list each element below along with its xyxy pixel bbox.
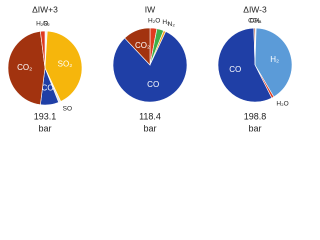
pie-slice	[217, 27, 273, 103]
slice-label: H₂O	[276, 101, 288, 108]
slice-label: CH₄	[250, 17, 262, 24]
slice-label: H₂	[270, 55, 279, 64]
slice-label: CO	[147, 80, 159, 89]
slice-label: CO₂	[17, 63, 32, 72]
slice-label: CO₂	[248, 17, 261, 24]
slice-label: H₂O	[36, 20, 48, 27]
slice-label: S₂	[43, 20, 50, 27]
pie-slice	[254, 27, 293, 98]
pie-slice	[124, 27, 151, 66]
pie-slice	[112, 31, 188, 103]
pie-slice	[44, 30, 83, 102]
pie-title: IW	[145, 4, 155, 14]
annotation: 193.1	[34, 111, 57, 121]
annotation: 118.4	[139, 111, 161, 121]
slice-label: SO	[63, 105, 72, 112]
unit-label: bar	[248, 123, 261, 133]
slice-label: CO	[229, 65, 241, 74]
annotation: 198.8	[244, 111, 267, 121]
slice-label: CO	[42, 83, 54, 92]
slice-label: H₂	[162, 19, 170, 26]
unit-label: bar	[143, 123, 156, 133]
unit-label: bar	[38, 123, 51, 133]
pie-slice	[7, 30, 46, 106]
pie-title: ΔIW+3	[32, 4, 58, 14]
pie-slice	[40, 30, 46, 69]
pie-slice	[253, 27, 256, 66]
slice-label: H₂O	[148, 18, 160, 25]
slice-label: SO₂	[58, 59, 73, 68]
slice-label: N₂	[168, 21, 176, 28]
slice-label: CO₂	[135, 41, 150, 50]
pie-title: ΔIW-3	[243, 4, 267, 14]
